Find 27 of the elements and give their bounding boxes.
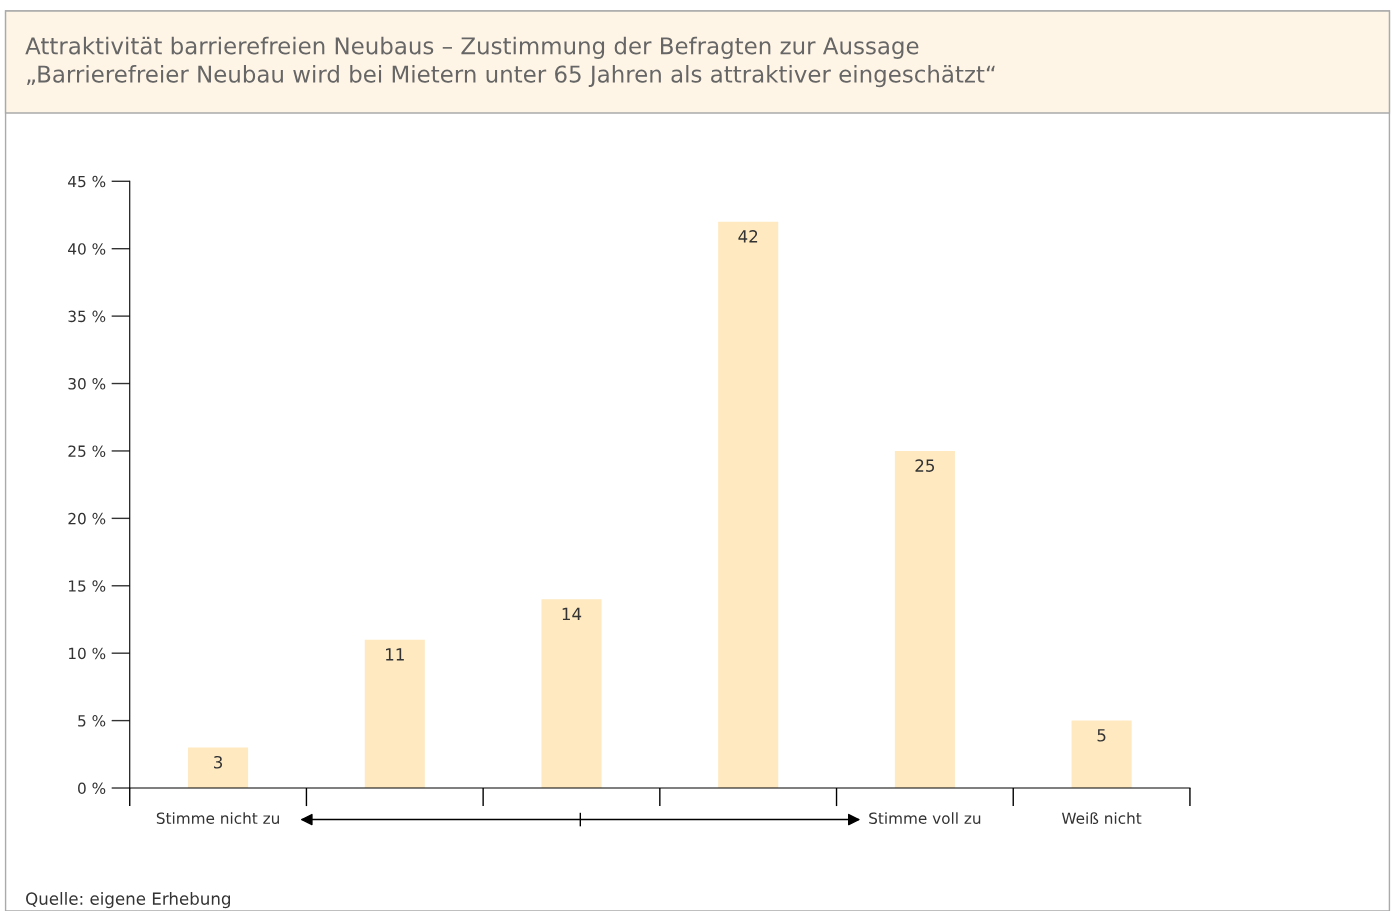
- y-tick-label: 40 %: [68, 243, 106, 255]
- bar: [364, 639, 425, 789]
- data-label: 11: [386, 648, 404, 661]
- data-label: 14: [562, 607, 582, 621]
- data-label: 42: [738, 230, 758, 243]
- y-tick-label: 25 %: [68, 445, 106, 457]
- y-tick-label: 20 %: [68, 512, 106, 525]
- bar: [1071, 720, 1132, 789]
- y-tick-label: 35 %: [68, 310, 106, 323]
- data-label: 3: [214, 755, 223, 769]
- chart-title: Attraktivität barrierefreien Neubaus – Zustimmung der Befragten zur Aussage „Barrierefreier Neubau wird bei Mietern unter 65 Jahren als attraktiver eingeschätzt“: [25, 36, 995, 88]
- y-tick-label: 15 %: [68, 580, 106, 592]
- data-label: 5: [1097, 729, 1106, 742]
- x-tick-label: Stimme nicht zu: [156, 812, 279, 824]
- bar: [188, 747, 249, 789]
- x-tick-label: Stimme voll zu: [869, 812, 981, 824]
- y-tick-label: 45 %: [68, 175, 106, 188]
- bar: [718, 221, 779, 789]
- y-tick-label: 5 %: [78, 715, 106, 727]
- source-note: Quelle: eigene Erhebung: [26, 892, 230, 909]
- bar: [894, 450, 955, 789]
- x-tick-label: Weiß nicht: [1061, 812, 1142, 824]
- y-tick-label: 10 %: [68, 647, 106, 660]
- y-tick-label: 0 %: [78, 782, 106, 795]
- bar: [541, 599, 602, 789]
- data-label: 25: [915, 459, 935, 472]
- y-tick-label: 30 %: [68, 378, 106, 390]
